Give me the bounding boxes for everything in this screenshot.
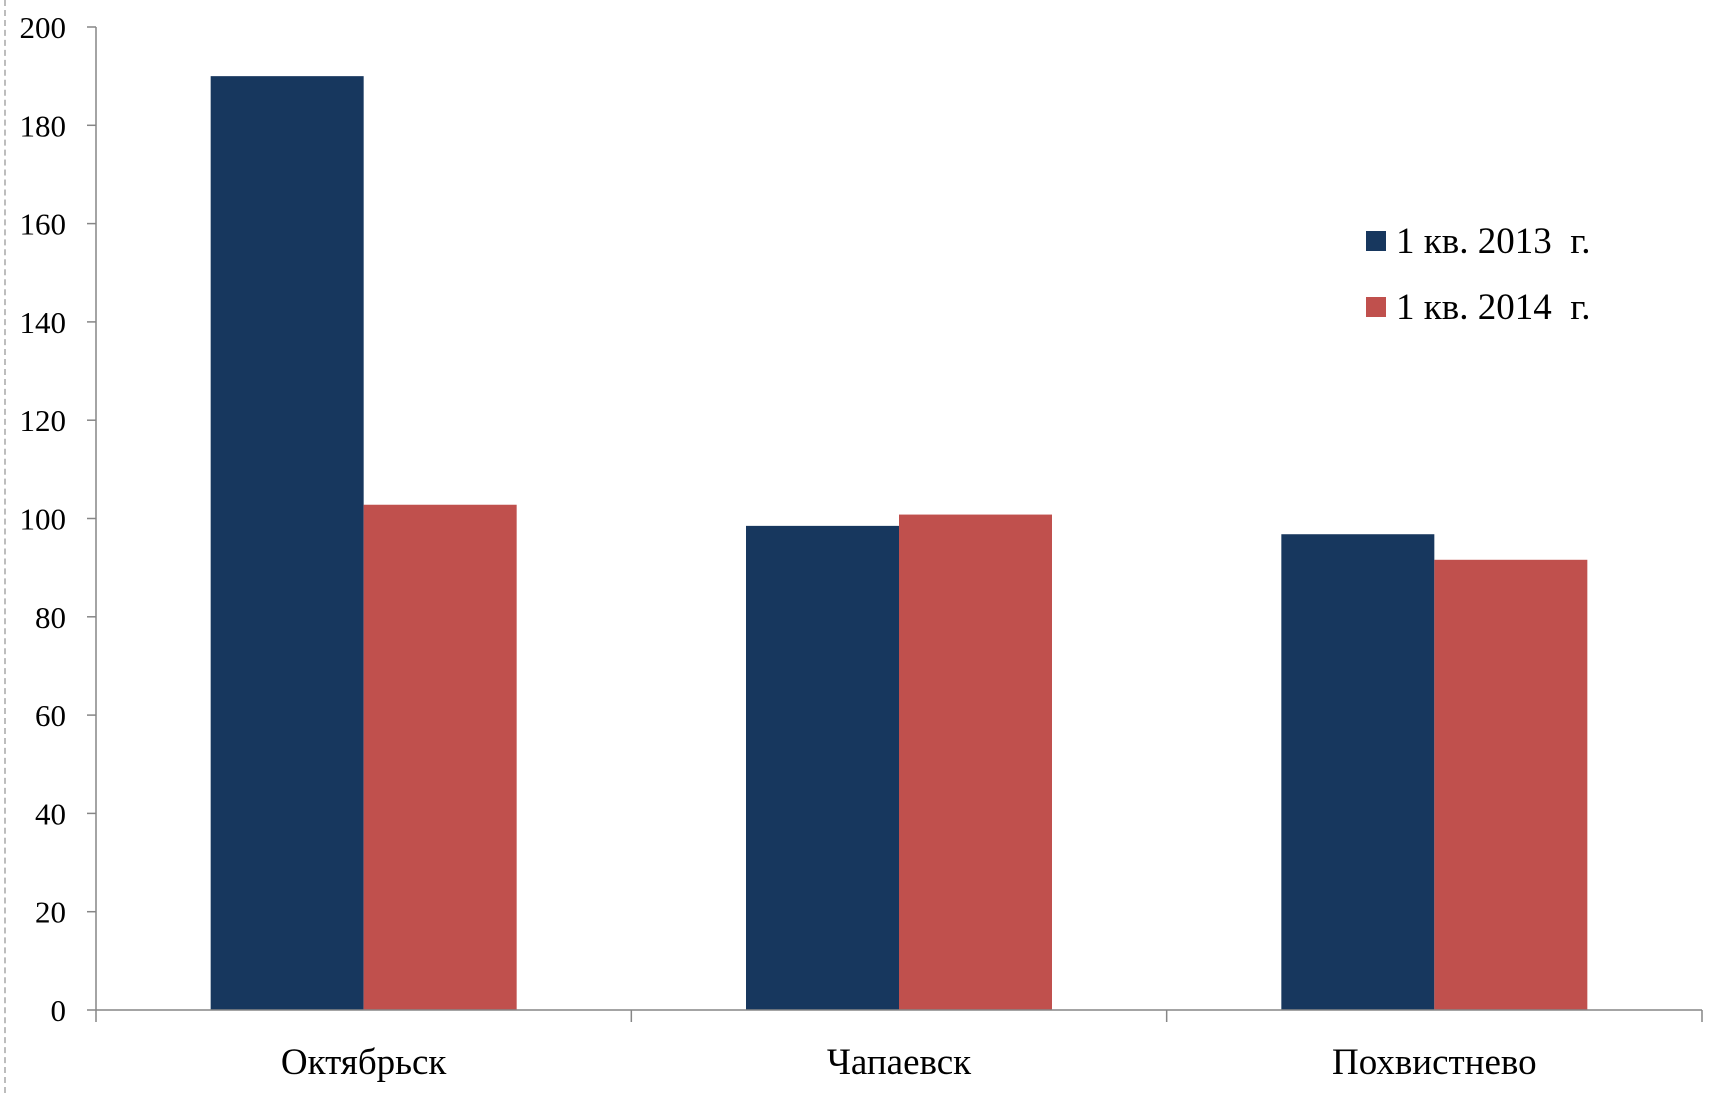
legend: 1 кв. 2013 г. 1 кв. 2014 г. (1366, 221, 1590, 328)
y-tick-label: 60 (35, 698, 66, 733)
y-tick-label: 160 (20, 207, 67, 242)
x-tick-label: Октябрьск (281, 1042, 448, 1083)
y-tick-label: 120 (20, 403, 67, 438)
y-tick-label: 200 (20, 10, 67, 45)
y-tick-label: 100 (20, 502, 67, 537)
y-tick-label: 80 (35, 600, 66, 635)
legend-swatch (1366, 231, 1386, 251)
x-tick-label: Чапаевск (827, 1042, 972, 1083)
bar-2013-3 (1281, 534, 1435, 1010)
axes-group: 0 20 40 60 80 100 120 140 160 180 200 Октябрьск Чапа… (20, 10, 1703, 1083)
bar-2013-2 (746, 525, 899, 1010)
x-tick-label: Похвистнево (1332, 1042, 1537, 1083)
bar-2014-2 (899, 514, 1052, 1010)
bar-2014-3 (1434, 559, 1588, 1010)
left-border (0, 0, 6, 1093)
y-tick-label: 40 (35, 796, 66, 831)
y-tick-label: 140 (20, 305, 67, 340)
bar-2014-1 (363, 504, 517, 1010)
bar-2013-1 (210, 76, 364, 1010)
legend-swatch (1366, 297, 1386, 317)
y-tick-label: 20 (35, 895, 66, 930)
y-tick-label: 180 (20, 108, 67, 143)
bars-group (210, 76, 1588, 1010)
y-tick-label: 0 (51, 993, 67, 1028)
legend-label: 1 кв. 2014 г. (1396, 287, 1590, 328)
legend-label: 1 кв. 2013 г. (1396, 221, 1590, 262)
